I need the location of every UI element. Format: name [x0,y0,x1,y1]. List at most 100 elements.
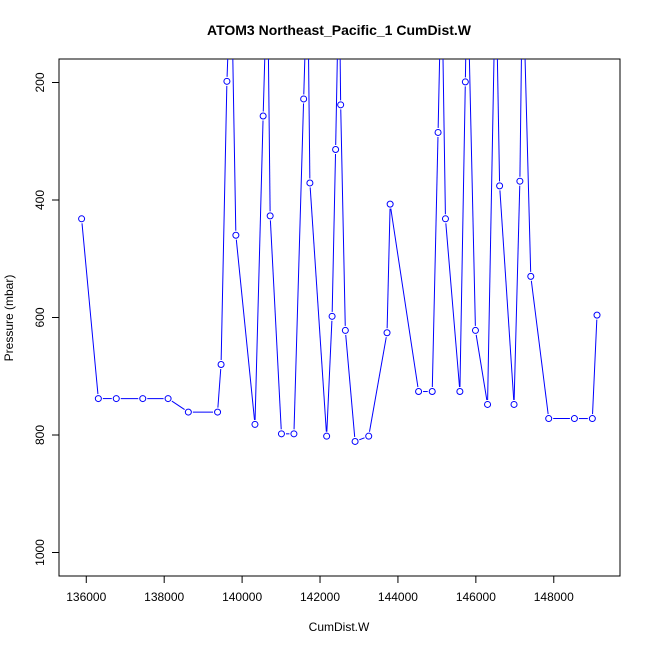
data-point-marker [214,408,222,416]
series-line-segment [331,153,337,312]
series-line-segment [499,190,515,400]
series-line-segment [369,337,387,432]
y-tick-label: 600 [33,307,47,327]
series-line-segment [309,187,327,432]
data-point-marker [516,177,524,185]
y-tick-label: 800 [33,425,47,445]
data-point-marker [232,231,240,239]
data-point-marker [456,388,464,396]
data-point-marker [139,395,147,403]
series-line-segment [524,59,532,272]
series-line-segment [475,334,488,401]
data-point-marker [351,437,359,445]
series-line-segment [464,59,467,78]
data-point-marker [386,200,394,208]
x-tick-label: 146000 [456,590,496,604]
series-line-segment [220,85,228,361]
series-line-segment [308,59,311,179]
x-tick-label: 136000 [66,590,106,604]
data-point-marker [383,329,391,337]
data-point-marker [300,95,308,103]
series-line-segment [339,59,342,101]
series-line-segment [254,120,264,420]
data-point-marker [94,395,102,403]
series-line-segment [359,437,365,441]
data-point-marker [545,415,553,423]
series-line-segment [519,59,522,177]
y-tick-label: 1000 [33,539,47,566]
series-line-segment [293,103,305,430]
data-point-marker [328,312,336,320]
data-point-marker [78,215,86,223]
y-axis: 200 400 600 800 1000 [33,72,60,566]
data-point-marker [259,112,267,120]
y-tick-label: 400 [33,190,47,210]
series-line-segment [431,136,439,388]
data-point-marker [570,415,578,423]
data-point-marker [428,388,436,396]
x-axis: 136000 138000 140000 142000 144000 146000 1480… [66,575,574,604]
data-point-marker [365,432,373,440]
series-line-segment [81,223,99,395]
data-point-marker [337,101,345,109]
y-tick-label: 200 [33,72,47,92]
data-point-marker [323,432,331,440]
data-point-marker [277,430,285,438]
data-point-marker [341,326,349,334]
data-point-marker [164,395,172,403]
data-point-marker [290,430,298,438]
x-tick-label: 148000 [534,590,574,604]
series-line-segment [226,59,229,77]
data-point-marker [112,395,120,403]
series-line-segment [592,319,598,415]
x-tick-label: 140000 [222,590,262,604]
data-point-marker [471,326,479,334]
data-point-marker [415,388,423,396]
series-line-segment [267,59,271,212]
data-point-marker [441,215,449,223]
series-line-segment [445,223,461,388]
series-line-segment [269,220,282,430]
x-axis-label: CumDist.W [309,620,370,634]
data-point-marker [588,415,596,423]
y-axis-label: Pressure (mbar) [2,275,16,362]
data-point-marker [223,77,231,85]
series-line-segment [303,59,306,95]
data-point-marker [251,420,259,428]
series-line-segment [442,59,446,215]
series-line-segment [345,334,356,438]
series-line-segment [530,280,549,415]
data-point-marker [266,212,274,220]
x-tick-label: 144000 [378,590,418,604]
series-line-segment [326,320,333,432]
data-point-marker [527,272,535,280]
series-line-segment [262,59,266,112]
series-line-segment [487,59,495,400]
series-line-segment [335,59,338,145]
series-line-segment [390,208,419,388]
series-line-segment [232,59,237,231]
data-point-marker [593,311,601,319]
series-line-segment [513,185,521,400]
series-line-segment [437,59,441,128]
data-point-marker [496,182,504,190]
data-point-marker [184,408,192,416]
data-point-marker [217,361,225,368]
data-point-marker [461,78,469,86]
series-line-segment [235,239,256,420]
series-line-segment [340,109,346,326]
x-tick-label: 138000 [144,590,184,604]
data-point-marker [434,128,442,136]
chart-title: ATOM3 Northeast_Pacific_1 CumDist.W [207,22,472,38]
series-line-segment [468,59,476,326]
data-point-marker [484,400,492,408]
series-line-segment [217,368,222,408]
series-line-segment [171,400,185,411]
data-point-marker [510,400,518,408]
series-line-segment [386,208,391,329]
series-layer [78,59,601,445]
data-point-marker [306,179,314,187]
x-tick-label: 142000 [300,590,340,604]
